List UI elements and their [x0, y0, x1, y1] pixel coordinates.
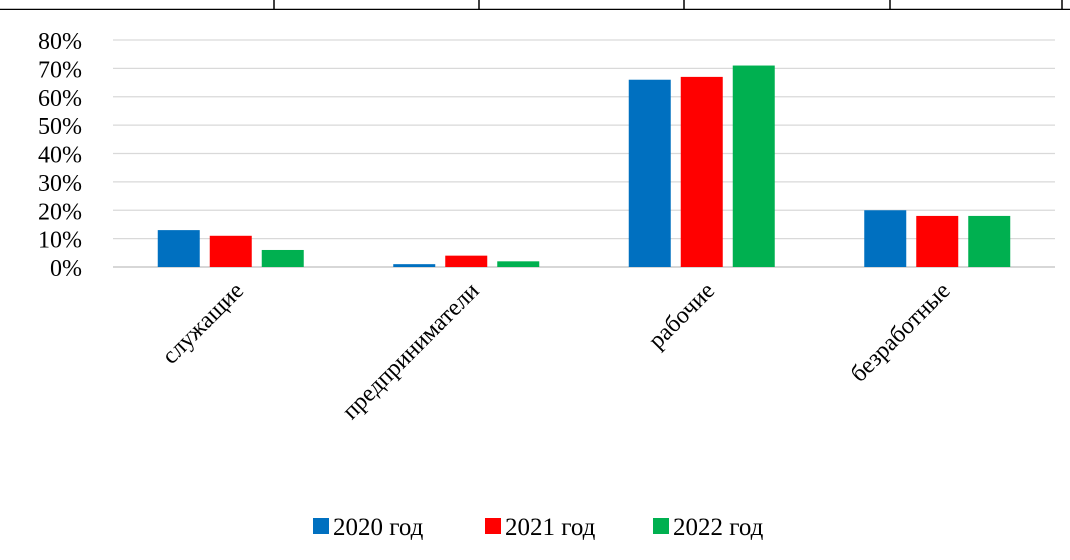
legend-swatch	[653, 518, 669, 534]
bar	[210, 236, 252, 267]
y-tick-label: 10%	[38, 228, 82, 254]
x-axis-labels: служащие предприниматели рабочие безработны…	[157, 278, 955, 425]
category-label: рабочие	[644, 278, 720, 354]
bar	[445, 256, 487, 267]
bar	[968, 216, 1010, 267]
legend-swatch	[485, 518, 501, 534]
y-tick-label: 70%	[38, 57, 82, 83]
y-tick-label: 50%	[38, 114, 82, 140]
y-tick-label: 0%	[50, 256, 82, 282]
bar	[262, 250, 304, 267]
bar	[916, 216, 958, 267]
y-tick-label: 80%	[38, 29, 82, 55]
legend-label: 2022 год	[673, 514, 764, 541]
bar	[681, 77, 723, 267]
y-tick-label: 40%	[38, 143, 82, 169]
bar	[864, 210, 906, 267]
bars	[158, 66, 1011, 267]
category-label: безработные	[846, 278, 956, 388]
bar	[158, 230, 200, 267]
bar	[733, 66, 775, 267]
legend: 2020 год 2021 год 2022 год	[313, 514, 764, 541]
bar	[629, 80, 671, 267]
y-tick-label: 20%	[38, 199, 82, 225]
legend-label: 2020 год	[333, 514, 424, 541]
bar	[497, 261, 539, 267]
legend-label: 2021 год	[505, 514, 596, 541]
category-label: служащие	[157, 278, 249, 370]
category-label: предприниматели	[338, 278, 485, 425]
y-tick-label: 60%	[38, 86, 82, 112]
legend-swatch	[313, 518, 329, 534]
gridlines	[113, 40, 1055, 267]
y-axis-ticks: 0%10% 20%30%40% 50%60% 70%80%	[38, 29, 82, 282]
y-tick-label: 30%	[38, 171, 82, 197]
bar	[393, 264, 435, 267]
